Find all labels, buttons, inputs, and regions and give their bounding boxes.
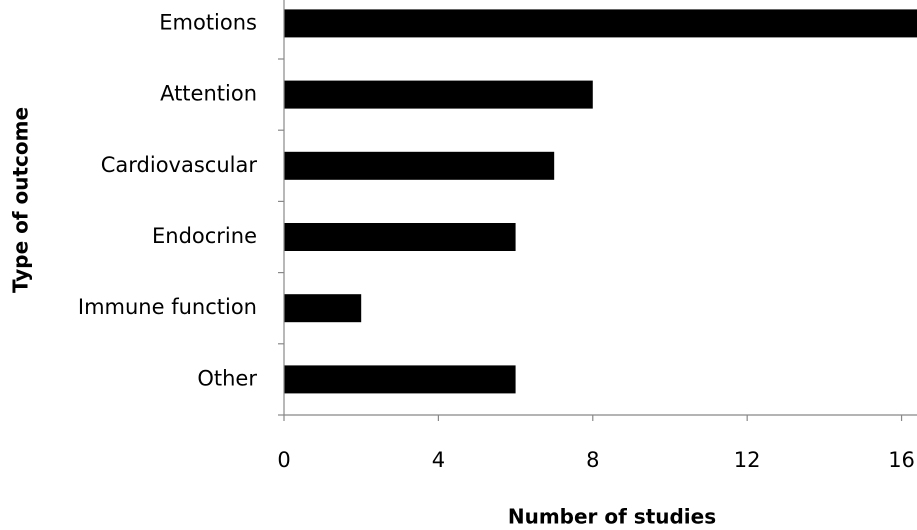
x-tick-label: 4 <box>432 448 445 472</box>
x-tick-label: 12 <box>734 448 761 472</box>
y-axis-title: Type of outcome <box>9 107 33 293</box>
y-tick-label: Other <box>197 366 257 390</box>
y-tick-label: Cardiovascular <box>101 153 258 177</box>
bar <box>284 80 593 109</box>
y-tick-label: Emotions <box>159 10 257 34</box>
y-tick-label: Attention <box>160 82 257 106</box>
x-tick-label: 8 <box>586 448 599 472</box>
y-tick-label: Immune function <box>78 295 257 319</box>
x-tick-label: 0 <box>277 448 290 472</box>
x-axis-title: Number of studies <box>508 505 716 529</box>
bar <box>284 223 516 251</box>
x-tick-label: 16 <box>888 448 915 472</box>
y-tick-label: Endocrine <box>152 224 257 248</box>
bar <box>284 294 362 323</box>
bars <box>284 9 917 394</box>
bar <box>284 365 516 394</box>
bar <box>284 9 917 38</box>
bar <box>284 151 555 180</box>
